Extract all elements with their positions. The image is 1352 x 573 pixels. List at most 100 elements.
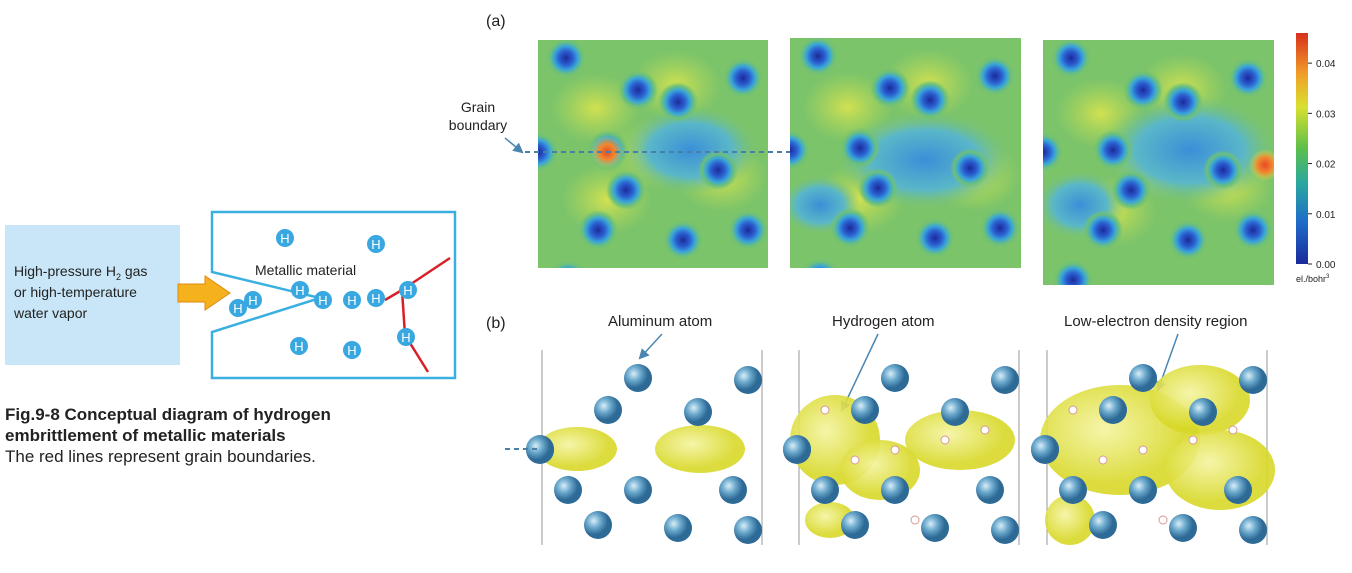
hot-spot <box>1249 149 1281 181</box>
source-line: water vapor <box>13 305 87 321</box>
al-atom <box>624 364 652 392</box>
al-atom <box>719 476 747 504</box>
al-atom <box>1224 476 1252 504</box>
al-atom <box>991 516 1019 544</box>
al-atom <box>921 514 949 542</box>
caption-text: The red lines represent grain boundaries… <box>5 447 316 466</box>
atom-site <box>1023 132 1063 172</box>
hydrogen-symbol: H <box>318 293 327 308</box>
hydrogen-symbol: H <box>371 291 380 306</box>
atom-site <box>980 208 1020 248</box>
atom-site <box>606 170 646 210</box>
al-atom <box>664 514 692 542</box>
al-atom <box>1189 398 1217 426</box>
pointer <box>640 334 662 358</box>
atom-site <box>548 260 588 300</box>
atom-site <box>1233 210 1273 250</box>
h-atom <box>1099 456 1107 464</box>
al-atom <box>1089 511 1117 539</box>
al-atom <box>584 511 612 539</box>
hydrogen-symbol: H <box>280 231 289 246</box>
colorbar <box>1296 33 1308 264</box>
h-atom <box>911 516 919 524</box>
atom-site <box>663 220 703 260</box>
figure: High-pressure H2 gas or high-temperature… <box>0 0 1352 568</box>
h-atom <box>981 426 989 434</box>
al-atom <box>941 398 969 426</box>
h-atom <box>1159 516 1167 524</box>
atom-site <box>1111 170 1151 210</box>
atom-site <box>975 56 1015 96</box>
low-density-blob <box>655 425 745 473</box>
atom-site <box>546 38 586 78</box>
al-atom <box>526 436 554 464</box>
al-atom <box>1239 516 1267 544</box>
h-atom <box>1069 406 1077 414</box>
al-atom <box>624 476 652 504</box>
al-atom <box>1129 364 1157 392</box>
material-label: Metallic material <box>255 262 356 278</box>
al-atom <box>783 436 811 464</box>
panel-label: (b) <box>486 315 506 332</box>
colorbar-tick-label: 0.01 <box>1316 210 1336 221</box>
al-atom <box>811 476 839 504</box>
al-atom <box>841 511 869 539</box>
atom-site <box>728 210 768 250</box>
hydrogen-symbol: H <box>294 339 303 354</box>
atom-site <box>1228 58 1268 98</box>
h-atom <box>1139 446 1147 454</box>
atom-site <box>910 80 950 120</box>
source-line: or high-temperature <box>14 284 137 300</box>
density-map <box>1023 38 1281 300</box>
al-atom <box>684 398 712 426</box>
atom-site <box>1163 82 1203 122</box>
h-atom <box>1229 426 1237 434</box>
al-atom <box>881 364 909 392</box>
al-atom <box>594 396 622 424</box>
atom-site <box>770 130 810 170</box>
al-atom <box>734 366 762 394</box>
al-atom <box>1059 476 1087 504</box>
atom-site <box>830 208 870 248</box>
atom-site <box>915 218 955 258</box>
al-atom <box>1099 396 1127 424</box>
al-atom <box>1169 514 1197 542</box>
caption-title: embrittlement of metallic materials <box>5 426 286 445</box>
al-atom <box>991 366 1019 394</box>
hydrogen-symbol: H <box>401 330 410 345</box>
h-atom <box>941 436 949 444</box>
atom-site <box>950 148 990 188</box>
atom-site <box>618 70 658 110</box>
atom-site <box>698 150 738 190</box>
h-atom <box>891 446 899 454</box>
al-atom <box>976 476 1004 504</box>
atom-site <box>1051 38 1091 78</box>
h-atom <box>851 456 859 464</box>
hydrogen-symbol: H <box>347 343 356 358</box>
al-atom <box>1129 476 1157 504</box>
low-density-blob <box>1165 430 1275 510</box>
atom-site <box>1168 220 1208 260</box>
al-atom <box>734 516 762 544</box>
al-atom <box>851 396 879 424</box>
hydrogen-symbol: H <box>295 283 304 298</box>
pointer <box>505 138 522 152</box>
atom-site <box>578 210 618 250</box>
atom-site <box>800 258 840 298</box>
density-map <box>518 38 768 300</box>
h-atom <box>821 406 829 414</box>
hydrogen-symbol: H <box>248 293 257 308</box>
atom-site <box>1203 150 1243 190</box>
al-atom <box>1031 436 1059 464</box>
colorbar-tick-label: 0.03 <box>1316 109 1336 120</box>
gb-label: boundary <box>449 117 507 133</box>
hydrogen-symbol: H <box>347 293 356 308</box>
hydrogen-symbol: H <box>403 283 412 298</box>
caption-title: Fig.9-8 Conceptual diagram of hydrogen <box>5 405 331 424</box>
h-atom <box>1189 436 1197 444</box>
colorbar-tick-label: 0.00 <box>1316 260 1336 271</box>
atom-site <box>840 128 880 168</box>
al-atom <box>1239 366 1267 394</box>
gb-label: Grain <box>461 99 495 115</box>
colorbar-unit: el./bohr3 <box>1296 274 1330 284</box>
